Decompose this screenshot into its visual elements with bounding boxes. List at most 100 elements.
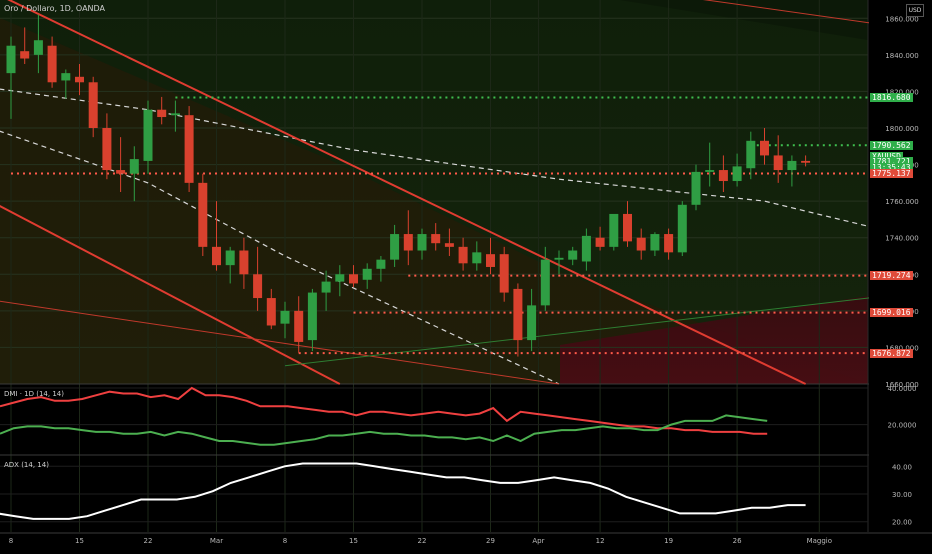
- dashed-trend-curve: [0, 130, 560, 385]
- time-axis-background: [0, 533, 868, 550]
- time-axis[interactable]: 8 15 22 Mar 8 15 22 29 Apr 12 19 26 Maggio: [0, 532, 932, 550]
- candle-body: [540, 259, 550, 306]
- candle: [650, 232, 660, 256]
- candle: [20, 27, 30, 64]
- candle-body: [554, 257, 564, 260]
- candle-body: [335, 274, 345, 282]
- candle-body: [403, 234, 413, 251]
- candle: [787, 155, 797, 187]
- candle-body: [499, 254, 509, 293]
- candle: [458, 237, 468, 271]
- price-tick-label: 1680.000: [885, 344, 918, 352]
- candle-body: [513, 288, 523, 341]
- candle-body: [212, 246, 221, 266]
- candle: [143, 100, 153, 174]
- candle: [102, 113, 112, 180]
- adx-series-line: [0, 462, 806, 520]
- candle: [129, 146, 139, 202]
- candle-body: [20, 51, 30, 59]
- candle-body: [787, 160, 797, 171]
- time-tick-label: Mar: [210, 537, 223, 545]
- candle-body: [184, 115, 194, 183]
- candle: [266, 288, 276, 330]
- candle: [335, 265, 345, 297]
- candle-body: [595, 237, 605, 247]
- candle: [581, 228, 591, 271]
- candle-body: [623, 213, 632, 242]
- dmi-pane-label[interactable]: DMI · 1D (14, 14): [4, 390, 64, 398]
- adx-pane-label[interactable]: ADX (14, 14): [4, 461, 49, 469]
- candle: [47, 36, 57, 88]
- candle: [623, 201, 632, 247]
- adx-tick-label: 40.00: [892, 463, 912, 471]
- candle: [116, 137, 126, 192]
- price-tick-label: 1820.000: [885, 88, 918, 96]
- adx-pane: [0, 462, 868, 523]
- candle: [6, 36, 16, 119]
- candle: [677, 201, 687, 256]
- candle: [664, 228, 674, 260]
- time-tick-label: 29: [486, 537, 495, 545]
- price-tag: XAUUSD: [870, 151, 903, 161]
- candle: [444, 228, 454, 256]
- price-tag: 1699.016: [870, 308, 913, 318]
- candle: [390, 224, 400, 267]
- price-tick-label: 1660.000: [885, 381, 918, 389]
- candle: [184, 106, 194, 192]
- candle: [253, 246, 263, 311]
- time-tick-label: Apr: [532, 537, 544, 545]
- candle: [801, 155, 811, 167]
- candle: [513, 283, 523, 357]
- candle-body: [102, 128, 112, 171]
- candle-body: [609, 213, 619, 247]
- candle: [691, 164, 701, 211]
- candle: [527, 288, 537, 352]
- candle: [170, 100, 180, 132]
- candle-body: [773, 155, 783, 171]
- candle: [198, 173, 208, 256]
- candle-body: [88, 82, 98, 128]
- candle: [554, 250, 564, 275]
- dmi-series-line: [0, 386, 768, 435]
- time-tick-label: 22: [418, 537, 427, 545]
- adx-tick-label: 20.00: [892, 519, 912, 527]
- candle-body: [198, 182, 208, 247]
- time-tick-label: 15: [75, 537, 84, 545]
- candle-body: [225, 250, 235, 266]
- candle: [88, 76, 98, 138]
- candle: [732, 153, 742, 187]
- dmi-tick-label: 20.0000: [888, 422, 917, 430]
- candle: [595, 226, 605, 251]
- candle-body: [362, 268, 372, 280]
- candle-body: [266, 298, 276, 326]
- candle-body: [417, 234, 427, 251]
- price-tag: 1775.137: [870, 168, 913, 178]
- candle: [472, 241, 482, 271]
- candle: [718, 155, 728, 192]
- price-tick-label: 1740.000: [885, 235, 918, 243]
- candle-body: [718, 170, 728, 182]
- candle: [773, 135, 783, 183]
- currency-button[interactable]: USD: [906, 4, 924, 17]
- price-tag: 1676.872: [870, 348, 913, 358]
- candle: [225, 246, 235, 284]
- candle-body: [170, 113, 180, 116]
- candle: [307, 288, 317, 352]
- candle-body: [732, 166, 742, 182]
- symbol-title[interactable]: Oro / Dollaro, 1D, OANDA: [4, 4, 106, 13]
- candle: [239, 237, 249, 289]
- candle: [636, 228, 646, 260]
- price-tag: 1719.274: [870, 271, 913, 281]
- candle: [376, 256, 386, 282]
- candle: [61, 69, 71, 99]
- candle: [431, 223, 441, 251]
- time-tick-label: 19: [664, 537, 673, 545]
- grid-lines: [0, 0, 932, 532]
- time-tick-label: 12: [596, 537, 605, 545]
- candle-body: [321, 281, 331, 293]
- candle-body: [581, 235, 591, 262]
- dmi-pane: [0, 386, 868, 446]
- trendline: [7, 0, 807, 385]
- candle-body: [568, 250, 578, 260]
